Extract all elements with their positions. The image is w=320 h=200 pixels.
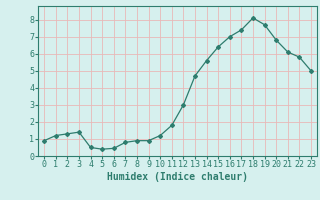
X-axis label: Humidex (Indice chaleur): Humidex (Indice chaleur): [107, 172, 248, 182]
